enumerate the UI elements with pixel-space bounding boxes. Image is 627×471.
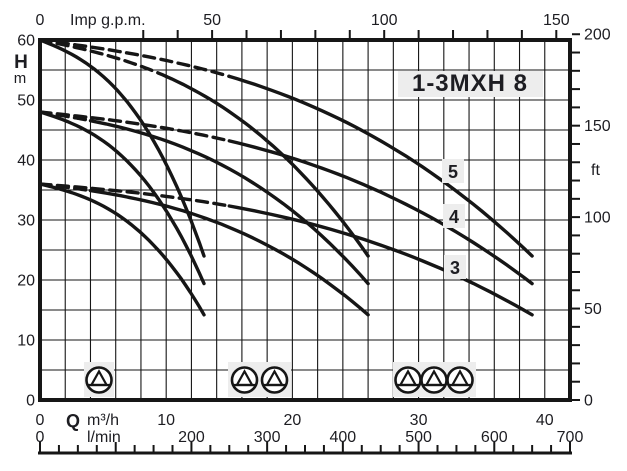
curve-label-3: 3 xyxy=(450,258,460,278)
bottom-m3h-label-10: 10 xyxy=(157,412,175,429)
curve-MXH804-3pump-dashed xyxy=(38,110,231,143)
curve-label-5: 5 xyxy=(448,162,458,182)
curves-layer xyxy=(38,38,534,317)
left-axis-label-50: 50 xyxy=(17,93,35,110)
bottom-m3h-label-20: 20 xyxy=(283,412,301,429)
left-axis-label-30: 30 xyxy=(17,213,35,230)
bottom-m3h-label-40: 40 xyxy=(536,412,554,429)
pump-icon xyxy=(394,366,422,394)
pump-icons-layer xyxy=(85,366,474,394)
pump-icon xyxy=(230,366,259,394)
right-axis-label-100: 100 xyxy=(584,210,611,227)
x-axis-unit-m3h: m³/h xyxy=(87,412,119,429)
curve-label-background xyxy=(443,204,465,228)
panel-layer xyxy=(84,71,543,397)
curve-MXH803-2pump xyxy=(88,188,370,317)
x-axis-unit-lmin: l/min xyxy=(87,429,121,446)
bottom-lmin-label-0: 0 xyxy=(36,429,45,446)
x-axis-title-Q: Q xyxy=(66,411,80,431)
pump-icon-circle xyxy=(230,366,259,394)
bottom-lmin-label-200: 200 xyxy=(178,429,205,446)
pump-icon xyxy=(260,366,289,394)
left-axis-label-60: 60 xyxy=(17,33,35,50)
pump-icon-circle xyxy=(85,366,113,394)
bottom-lmin-label-600: 600 xyxy=(481,429,508,446)
top-axis-label-150: 150 xyxy=(543,12,570,29)
pump-icon-circle xyxy=(446,366,474,394)
right-axis-label-50: 50 xyxy=(584,301,602,318)
y-axis-title-H: H xyxy=(14,52,28,73)
bottom-lmin-label-500: 500 xyxy=(405,429,432,446)
curve-label-background xyxy=(442,159,464,183)
y-axis-unit-m: m xyxy=(14,70,27,87)
pump-icon-circle xyxy=(260,366,289,394)
bottom-lmin-label-700: 700 xyxy=(557,429,584,446)
bottom-lmin-label-300: 300 xyxy=(254,429,281,446)
curve-MXH805-2pump xyxy=(164,74,370,258)
left-axis-label-10: 10 xyxy=(17,333,35,350)
top-axis-label-100: 100 xyxy=(371,12,398,29)
right-axis-label-0: 0 xyxy=(584,393,593,410)
bottom-m3h-label-0: 0 xyxy=(36,412,45,429)
curve-MXH804-3pump xyxy=(227,139,534,286)
bottom-m3h-label-30: 30 xyxy=(410,412,428,429)
curve-MXH803-3pump-dashed xyxy=(38,182,231,208)
pump-icon xyxy=(85,366,113,394)
right-axis-label-150: 150 xyxy=(584,118,611,135)
pump-icon xyxy=(446,366,474,394)
curve-MXH805-3pump-dashed xyxy=(38,38,231,79)
top-axis-label-imp-gpm: Imp g.p.m. xyxy=(70,12,146,29)
chart-title: 1-3MXH 8 xyxy=(412,70,528,97)
left-axis-label-40: 40 xyxy=(17,153,35,170)
left-axis-label-0: 0 xyxy=(26,393,35,410)
curve-MXH804-1pump xyxy=(38,110,206,286)
curve-MXH805-3pump xyxy=(227,74,534,258)
curve-MXH804-2pump xyxy=(88,119,370,286)
curve-label-background xyxy=(444,255,466,279)
curve-labels-layer: 5 4 3 xyxy=(442,159,466,279)
grid-layer xyxy=(40,40,570,400)
top-axis-label-50: 50 xyxy=(203,12,221,29)
right-axis-label-200: 200 xyxy=(584,27,611,44)
curve-label-4: 4 xyxy=(449,207,459,227)
plot-border xyxy=(38,38,572,402)
curve-MXH803-1pump xyxy=(38,182,206,317)
right-axis-unit-ft: ft xyxy=(591,162,600,179)
pump-icon xyxy=(420,366,448,394)
top-axis-label-0: 0 xyxy=(36,12,45,29)
curve-MXH803-3pump xyxy=(227,204,534,317)
bottom-lmin-label-400: 400 xyxy=(330,429,357,446)
title-background xyxy=(398,71,543,97)
left-axis-label-20: 20 xyxy=(17,273,35,290)
curve-MXH805-1pump xyxy=(38,38,206,258)
